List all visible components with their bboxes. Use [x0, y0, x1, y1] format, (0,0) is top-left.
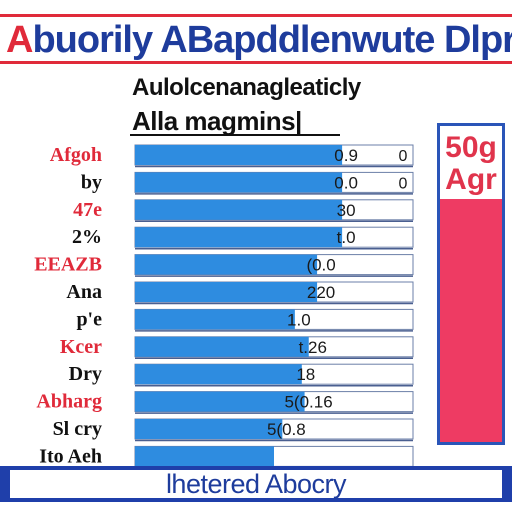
- footer-inner: lhetered Abocry: [10, 470, 502, 498]
- bar-value-label: (0.0: [306, 256, 335, 275]
- category-label: EEAZB: [34, 254, 102, 276]
- bar: [135, 145, 343, 165]
- category-label: 47e: [73, 199, 102, 221]
- bar: [135, 336, 309, 357]
- category-label: Kcer: [60, 336, 102, 358]
- chart-subtitle-2: Alla magmins|: [132, 106, 302, 136]
- row-end-marker: 0: [399, 175, 408, 192]
- bar: [135, 227, 343, 248]
- category-label: p'e: [76, 308, 102, 330]
- side-panel-unit: Agr: [445, 163, 497, 196]
- row-end-marker: 0: [399, 148, 408, 165]
- bar-value-label: t.26: [299, 338, 327, 357]
- bar: [135, 419, 283, 439]
- footer-bar: lhetered Abocry: [0, 466, 512, 502]
- footer-text: lhetered Abocry: [165, 469, 347, 499]
- side-panel-fill: [440, 198, 502, 442]
- category-label: Abharg: [36, 391, 102, 413]
- bar: [135, 364, 302, 385]
- bar: [135, 199, 343, 220]
- bar: [135, 282, 318, 302]
- bar-value-label: 1.0: [287, 310, 311, 329]
- bar-value-label: 18: [296, 365, 315, 384]
- bar: [135, 309, 295, 330]
- bar: [135, 391, 305, 412]
- title-rest: buorily ABapddlenwute Dlpr: [32, 19, 512, 61]
- chart-title: Abuorily ABapddlenwute Dlpr: [6, 19, 512, 61]
- bar: [135, 254, 318, 275]
- category-label: 2%: [72, 226, 102, 248]
- category-label: Ito Aeh: [39, 445, 102, 467]
- bar-value-label: t.0: [337, 228, 356, 247]
- bar-value-label: 30: [337, 201, 356, 220]
- subtitle-underline: [130, 134, 340, 136]
- category-label: Dry: [69, 363, 102, 385]
- category-label: Sl cry: [53, 418, 102, 440]
- bar-value-label: 5(0.8: [267, 420, 306, 439]
- chart-subtitle-1: Aulolcenanagleaticly: [132, 74, 361, 101]
- side-panel: 50g Agr: [437, 123, 505, 445]
- bar-value-label: 0.9: [334, 146, 358, 165]
- bar-value-label: 0.0: [334, 173, 358, 192]
- bar-value-label: 220: [307, 283, 335, 302]
- bar: [135, 446, 274, 467]
- bar: [135, 172, 343, 193]
- side-panel-value: 50g: [445, 131, 497, 164]
- category-label: by: [81, 171, 102, 193]
- category-label: Ana: [66, 281, 102, 303]
- bar-value-label: 5(0.16: [284, 393, 332, 412]
- category-label: Afgoh: [50, 144, 102, 166]
- title-accent-letter: A: [6, 19, 33, 61]
- title-bar: Abuorily ABapddlenwute Dlpr: [0, 14, 512, 64]
